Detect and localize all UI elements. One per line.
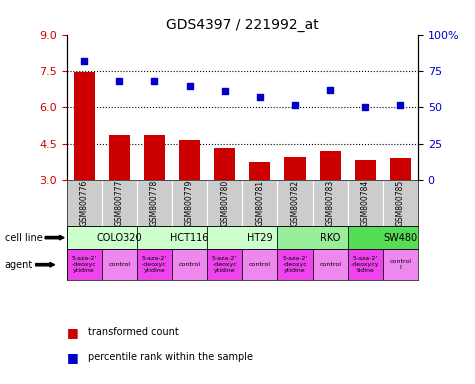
Title: GDS4397 / 221992_at: GDS4397 / 221992_at <box>166 18 319 32</box>
Bar <box>242 180 277 226</box>
Point <box>80 58 88 64</box>
Bar <box>313 249 348 280</box>
Text: HCT116: HCT116 <box>171 233 209 243</box>
Point <box>397 101 404 108</box>
Bar <box>102 249 137 280</box>
Text: agent: agent <box>5 260 33 270</box>
Point <box>151 78 158 84</box>
Text: 5-aza-2'
-deoxyc
ytidine: 5-aza-2' -deoxyc ytidine <box>142 257 167 273</box>
Text: GSM800776: GSM800776 <box>80 180 88 227</box>
Point <box>256 94 264 100</box>
Bar <box>348 180 383 226</box>
Bar <box>66 180 102 226</box>
Bar <box>66 249 102 280</box>
Bar <box>277 226 348 249</box>
Text: 5-aza-2'
-deoxyc
ytidine: 5-aza-2' -deoxyc ytidine <box>212 257 238 273</box>
Bar <box>277 249 313 280</box>
Bar <box>383 249 418 280</box>
Text: GSM800780: GSM800780 <box>220 180 229 227</box>
Bar <box>390 159 411 180</box>
Text: ■: ■ <box>66 351 78 364</box>
Bar <box>109 136 130 180</box>
Text: cell line: cell line <box>5 233 42 243</box>
Text: GSM800781: GSM800781 <box>256 180 264 226</box>
Bar <box>207 249 242 280</box>
Text: GSM800779: GSM800779 <box>185 180 194 227</box>
Text: GSM800777: GSM800777 <box>115 180 124 227</box>
Bar <box>355 160 376 180</box>
Text: 5-aza-2'
-deoxyc
ytidine: 5-aza-2' -deoxyc ytidine <box>282 257 308 273</box>
Bar <box>137 249 172 280</box>
Bar <box>348 226 418 249</box>
Text: RKO: RKO <box>320 233 340 243</box>
Point <box>361 104 369 111</box>
Bar <box>207 226 277 249</box>
Bar <box>66 226 137 249</box>
Bar <box>242 249 277 280</box>
Text: SW480: SW480 <box>383 233 418 243</box>
Bar <box>102 180 137 226</box>
Text: GSM800784: GSM800784 <box>361 180 370 227</box>
Bar <box>277 180 313 226</box>
Text: control: control <box>108 262 130 267</box>
Bar <box>74 72 95 180</box>
Bar <box>313 180 348 226</box>
Bar <box>214 147 235 180</box>
Text: control
l: control l <box>390 259 411 270</box>
Text: GSM800783: GSM800783 <box>326 180 334 227</box>
Text: GSM800785: GSM800785 <box>396 180 405 227</box>
Bar <box>179 140 200 180</box>
Text: transformed count: transformed count <box>88 327 179 337</box>
Text: control: control <box>249 262 271 267</box>
Point <box>115 78 123 84</box>
Text: COLO320: COLO320 <box>96 233 142 243</box>
Bar <box>172 180 207 226</box>
Bar <box>320 151 341 180</box>
Text: GSM800778: GSM800778 <box>150 180 159 227</box>
Bar <box>348 249 383 280</box>
Bar <box>249 162 270 180</box>
Bar <box>137 180 172 226</box>
Bar <box>172 249 207 280</box>
Bar <box>144 136 165 180</box>
Point <box>291 101 299 108</box>
Text: control: control <box>319 262 341 267</box>
Text: 5-aza-2'
-deoxycy
tidine: 5-aza-2' -deoxycy tidine <box>351 257 380 273</box>
Text: HT29: HT29 <box>247 233 273 243</box>
Text: percentile rank within the sample: percentile rank within the sample <box>88 352 253 362</box>
Bar <box>137 226 207 249</box>
Bar <box>207 180 242 226</box>
Point <box>221 88 228 94</box>
Bar <box>285 157 305 180</box>
Text: control: control <box>179 262 200 267</box>
Text: GSM800782: GSM800782 <box>291 180 299 226</box>
Text: ■: ■ <box>66 326 78 339</box>
Point <box>326 87 334 93</box>
Text: 5-aza-2'
-deoxyc
ytidine: 5-aza-2' -deoxyc ytidine <box>71 257 97 273</box>
Point <box>186 83 193 89</box>
Bar <box>383 180 418 226</box>
